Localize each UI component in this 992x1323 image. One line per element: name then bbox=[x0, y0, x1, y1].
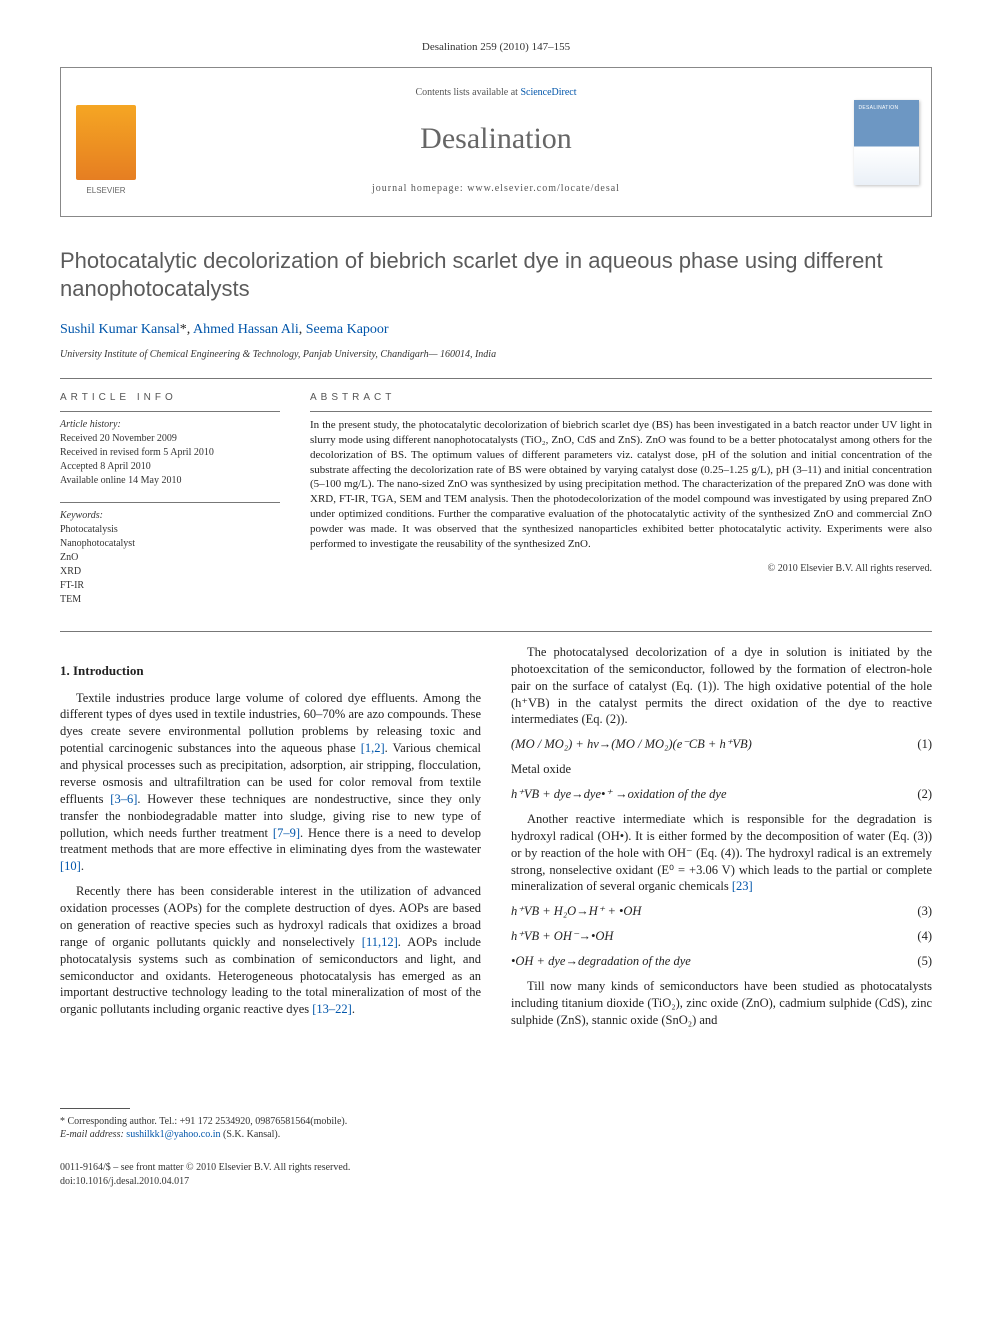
equation-number: (3) bbox=[917, 903, 932, 920]
divider bbox=[60, 631, 932, 632]
body-paragraph: Textile industries produce large volume … bbox=[60, 690, 481, 876]
ref-link[interactable]: [1,2] bbox=[361, 741, 385, 755]
info-abstract-row: ARTICLE INFO Article history: Received 2… bbox=[60, 391, 932, 607]
equation-4: h⁺VB + OH⁻→•OH (4) bbox=[511, 928, 932, 945]
equation-text: h⁺VB + H₂O→H⁺ + •OH bbox=[511, 903, 641, 920]
metal-oxide-label: Metal oxide bbox=[511, 761, 932, 778]
equation-1: (MO / MO₂) + hν→(MO / MO₂)(e⁻CB + h⁺VB) … bbox=[511, 736, 932, 753]
ref-link[interactable]: [23] bbox=[732, 879, 753, 893]
elsevier-logo-icon bbox=[76, 105, 136, 180]
email-label: E-mail address: bbox=[60, 1129, 126, 1140]
body-paragraph: Recently there has been considerable int… bbox=[60, 883, 481, 1018]
footer-copyright: 0011-9164/$ – see front matter © 2010 El… bbox=[60, 1161, 932, 1175]
journal-cover-area bbox=[841, 68, 931, 216]
footnote-separator bbox=[60, 1108, 130, 1109]
equation-text: •OH + dye→degradation of the dye bbox=[511, 953, 691, 970]
footer-block: 0011-9164/$ – see front matter © 2010 El… bbox=[60, 1161, 932, 1189]
contents-prefix: Contents lists available at bbox=[415, 87, 520, 98]
corresponding-email-line: E-mail address: sushilkk1@yahoo.co.in (S… bbox=[60, 1128, 481, 1141]
email-link[interactable]: sushilkk1@yahoo.co.in bbox=[126, 1129, 220, 1140]
article-title: Photocatalytic decolorization of biebric… bbox=[60, 247, 932, 302]
section-1-heading: 1. Introduction bbox=[60, 662, 481, 680]
keywords-label: Keywords: bbox=[60, 509, 280, 523]
ref-link[interactable]: [7–9] bbox=[273, 826, 300, 840]
equation-5: •OH + dye→degradation of the dye (5) bbox=[511, 953, 932, 970]
divider bbox=[310, 411, 932, 412]
author-link-2[interactable]: Ahmed Hassan Ali bbox=[193, 322, 299, 337]
keyword-item: XRD bbox=[60, 565, 280, 579]
authors-line: Sushil Kumar Kansal*, Ahmed Hassan Ali, … bbox=[60, 320, 932, 340]
elsevier-logo-area bbox=[61, 68, 151, 216]
equation-text: h⁺VB + dye→dye•⁺ →oxidation of the dye bbox=[511, 786, 727, 803]
article-history: Article history: Received 20 November 20… bbox=[60, 418, 280, 488]
corresponding-footnote: * Corresponding author. Tel.: +91 172 25… bbox=[60, 1115, 481, 1141]
equation-number: (4) bbox=[917, 928, 932, 945]
history-label: Article history: bbox=[60, 418, 280, 432]
body-paragraph: The photocatalysed decolorization of a d… bbox=[511, 644, 932, 728]
ref-link[interactable]: [10] bbox=[60, 859, 81, 873]
journal-name: Desalination bbox=[151, 118, 841, 160]
keyword-item: FT-IR bbox=[60, 579, 280, 593]
author-link-3[interactable]: Seema Kapoor bbox=[306, 322, 389, 337]
ref-link[interactable]: [11,12] bbox=[362, 935, 398, 949]
keywords-block: Keywords: Photocatalysis Nanophotocataly… bbox=[60, 509, 280, 607]
keyword-item: Photocatalysis bbox=[60, 523, 280, 537]
ref-link[interactable]: [3–6] bbox=[110, 792, 137, 806]
equation-3: h⁺VB + H₂O→H⁺ + •OH (3) bbox=[511, 903, 932, 920]
equation-2: h⁺VB + dye→dye•⁺ →oxidation of the dye (… bbox=[511, 786, 932, 803]
affiliation: University Institute of Chemical Enginee… bbox=[60, 348, 932, 362]
header-center: Contents lists available at ScienceDirec… bbox=[151, 68, 841, 216]
body-paragraph: Till now many kinds of semiconductors ha… bbox=[511, 978, 932, 1029]
body-paragraph: Another reactive intermediate which is r… bbox=[511, 811, 932, 895]
history-received: Received 20 November 2009 bbox=[60, 432, 280, 446]
corresponding-marker: * bbox=[180, 322, 187, 337]
left-col-footnote-wrap: * Corresponding author. Tel.: +91 172 25… bbox=[60, 1108, 481, 1141]
abstract-text: In the present study, the photocatalytic… bbox=[310, 418, 932, 552]
keyword-item: ZnO bbox=[60, 551, 280, 565]
equation-number: (2) bbox=[917, 786, 932, 803]
divider bbox=[60, 378, 932, 379]
journal-cover-thumbnail bbox=[854, 100, 919, 185]
equation-number: (5) bbox=[917, 953, 932, 970]
divider bbox=[60, 411, 280, 412]
author-link-1[interactable]: Sushil Kumar Kansal bbox=[60, 322, 180, 337]
journal-homepage-line: journal homepage: www.elsevier.com/locat… bbox=[151, 182, 841, 196]
body-two-column: 1. Introduction Textile industries produ… bbox=[60, 644, 932, 1141]
history-accepted: Accepted 8 April 2010 bbox=[60, 460, 280, 474]
history-revised: Received in revised form 5 April 2010 bbox=[60, 446, 280, 460]
equation-text: (MO / MO₂) + hν→(MO / MO₂)(e⁻CB + h⁺VB) bbox=[511, 736, 752, 753]
abstract-heading: ABSTRACT bbox=[310, 391, 932, 405]
sciencedirect-link[interactable]: ScienceDirect bbox=[520, 87, 576, 98]
email-suffix: (S.K. Kansal). bbox=[221, 1129, 281, 1140]
divider bbox=[60, 502, 280, 503]
corresponding-tel: * Corresponding author. Tel.: +91 172 25… bbox=[60, 1115, 481, 1128]
article-info-heading: ARTICLE INFO bbox=[60, 391, 280, 405]
equation-text: h⁺VB + OH⁻→•OH bbox=[511, 928, 613, 945]
keyword-item: Nanophotocatalyst bbox=[60, 537, 280, 551]
keyword-item: TEM bbox=[60, 593, 280, 607]
ref-link[interactable]: [13–22] bbox=[312, 1002, 352, 1016]
contents-available-line: Contents lists available at ScienceDirec… bbox=[151, 86, 841, 100]
article-info-column: ARTICLE INFO Article history: Received 2… bbox=[60, 391, 280, 607]
history-online: Available online 14 May 2010 bbox=[60, 474, 280, 488]
equation-number: (1) bbox=[917, 736, 932, 753]
citation-line: Desalination 259 (2010) 147–155 bbox=[60, 40, 932, 55]
abstract-copyright: © 2010 Elsevier B.V. All rights reserved… bbox=[310, 562, 932, 576]
abstract-column: ABSTRACT In the present study, the photo… bbox=[310, 391, 932, 607]
journal-header-box: Contents lists available at ScienceDirec… bbox=[60, 67, 932, 217]
footer-doi: doi:10.1016/j.desal.2010.04.017 bbox=[60, 1175, 932, 1189]
